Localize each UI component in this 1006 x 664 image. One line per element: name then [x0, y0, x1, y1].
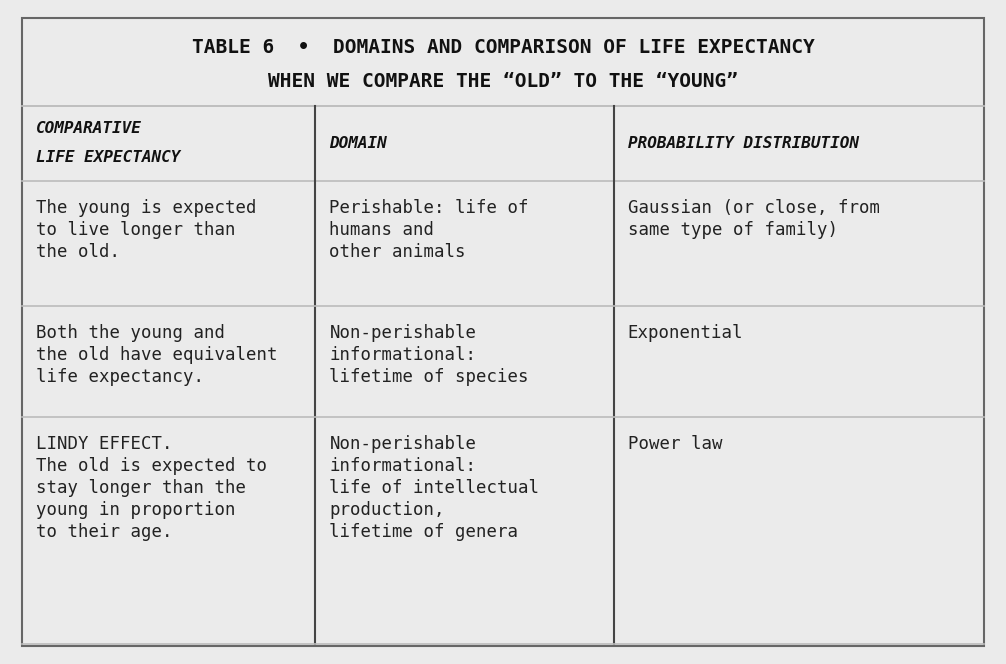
Text: life expectancy.: life expectancy. — [36, 368, 204, 386]
Text: PROBABILITY DISTRIBUTION: PROBABILITY DISTRIBUTION — [628, 136, 859, 151]
Text: Power law: Power law — [628, 435, 722, 453]
Text: COMPARATIVE: COMPARATIVE — [36, 121, 142, 136]
Text: the old.: the old. — [36, 243, 120, 261]
Text: Both the young and: Both the young and — [36, 324, 225, 342]
Text: the old have equivalent: the old have equivalent — [36, 346, 278, 364]
Text: production,: production, — [329, 501, 445, 519]
Text: lifetime of species: lifetime of species — [329, 368, 529, 386]
Text: informational:: informational: — [329, 346, 477, 364]
Text: stay longer than the: stay longer than the — [36, 479, 246, 497]
Text: TABLE 6  •  DOMAINS AND COMPARISON OF LIFE EXPECTANCY: TABLE 6 • DOMAINS AND COMPARISON OF LIFE… — [191, 38, 815, 56]
Text: WHEN WE COMPARE THE “OLD” TO THE “YOUNG”: WHEN WE COMPARE THE “OLD” TO THE “YOUNG” — [268, 72, 738, 91]
Text: life of intellectual: life of intellectual — [329, 479, 539, 497]
Text: same type of family): same type of family) — [628, 221, 838, 239]
Text: DOMAIN: DOMAIN — [329, 136, 387, 151]
Text: Gaussian (or close, from: Gaussian (or close, from — [628, 199, 879, 217]
Text: Non-perishable: Non-perishable — [329, 324, 477, 342]
Text: lifetime of genera: lifetime of genera — [329, 523, 518, 541]
Text: humans and: humans and — [329, 221, 435, 239]
Text: to their age.: to their age. — [36, 523, 172, 541]
Text: informational:: informational: — [329, 457, 477, 475]
Text: other animals: other animals — [329, 243, 466, 261]
Text: Perishable: life of: Perishable: life of — [329, 199, 529, 217]
Text: to live longer than: to live longer than — [36, 221, 235, 239]
Text: young in proportion: young in proportion — [36, 501, 235, 519]
Text: LIFE EXPECTANCY: LIFE EXPECTANCY — [36, 149, 180, 165]
Text: The old is expected to: The old is expected to — [36, 457, 267, 475]
Text: Non-perishable: Non-perishable — [329, 435, 477, 453]
Text: Exponential: Exponential — [628, 324, 743, 342]
Text: The young is expected: The young is expected — [36, 199, 257, 217]
Text: LINDY EFFECT.: LINDY EFFECT. — [36, 435, 172, 453]
